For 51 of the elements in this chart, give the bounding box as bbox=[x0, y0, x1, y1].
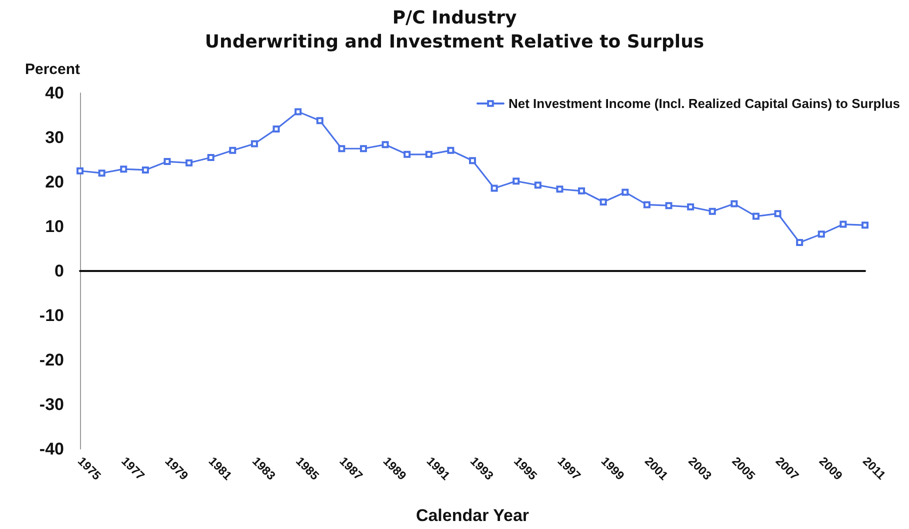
point bbox=[447, 146, 454, 154]
point bbox=[207, 154, 214, 162]
point bbox=[120, 166, 128, 173]
point bbox=[796, 239, 804, 246]
point bbox=[665, 202, 672, 210]
point bbox=[272, 126, 280, 133]
y-tick-label: -30 bbox=[39, 395, 64, 414]
point bbox=[622, 188, 629, 196]
point bbox=[534, 182, 542, 189]
point bbox=[862, 222, 868, 229]
y-tick-label: 20 bbox=[45, 172, 64, 192]
point bbox=[425, 150, 432, 158]
point bbox=[708, 208, 716, 215]
point bbox=[404, 150, 411, 158]
y-tick-label: -40 bbox=[39, 440, 64, 458]
point bbox=[840, 220, 847, 228]
point bbox=[752, 212, 760, 220]
y-tick-label: -10 bbox=[39, 306, 64, 325]
point bbox=[687, 203, 694, 210]
y-tick-label: 40 bbox=[45, 84, 64, 102]
point bbox=[98, 170, 106, 177]
chart-subtitle: Underwriting and Investment Relative to Surplus bbox=[204, 32, 704, 52]
point bbox=[164, 158, 171, 166]
point bbox=[818, 230, 825, 238]
point bbox=[76, 167, 84, 174]
point bbox=[512, 178, 520, 185]
point bbox=[600, 198, 607, 206]
point bbox=[294, 108, 302, 116]
y-tick-label: -20 bbox=[39, 350, 64, 370]
point bbox=[578, 187, 586, 194]
point bbox=[250, 140, 258, 148]
point bbox=[142, 166, 149, 174]
point bbox=[316, 117, 324, 124]
point bbox=[730, 200, 738, 208]
point bbox=[556, 186, 564, 193]
legend-label: Net Investment Income (Incl. Realized Capital Gains) to Surplus bbox=[508, 96, 900, 111]
y-axis-title: Percent bbox=[24, 61, 80, 78]
y-tick-label: 0 bbox=[54, 262, 64, 280]
point bbox=[186, 159, 193, 166]
point bbox=[338, 145, 346, 152]
y-tick-label: 10 bbox=[45, 217, 64, 236]
point bbox=[490, 184, 498, 192]
point bbox=[774, 210, 782, 218]
x-axis-title: Calendar Year bbox=[416, 506, 530, 525]
point bbox=[229, 146, 236, 154]
chart-title: P/C Industry bbox=[392, 8, 517, 28]
y-tick-label: 30 bbox=[45, 128, 64, 147]
point bbox=[469, 157, 476, 164]
point bbox=[643, 201, 650, 208]
point bbox=[360, 145, 367, 152]
point bbox=[382, 141, 389, 148]
